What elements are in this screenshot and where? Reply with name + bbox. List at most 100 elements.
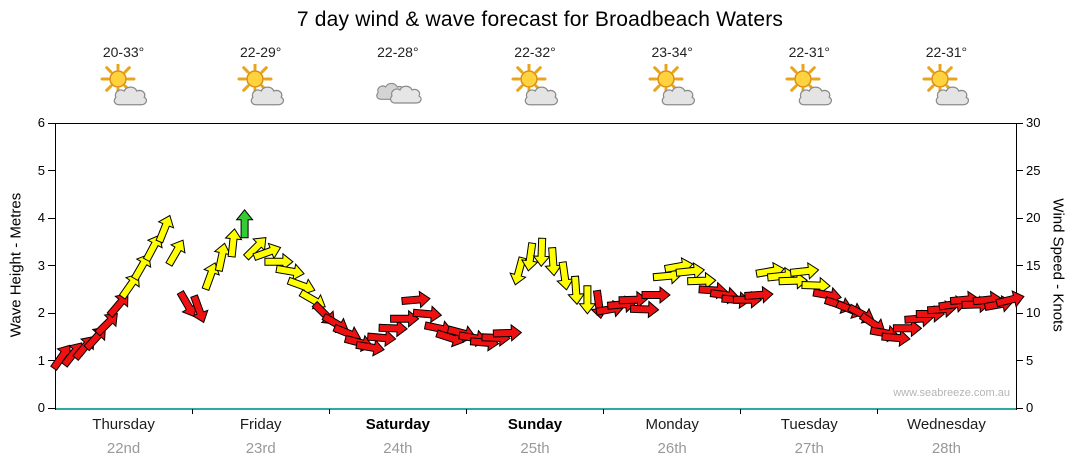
wind-arrow	[509, 256, 527, 286]
sun-ray	[671, 66, 679, 74]
wind-arrow	[520, 242, 539, 272]
wind-arrow	[390, 309, 420, 328]
day-name: Monday	[645, 416, 699, 433]
wind-arrows-layer	[50, 208, 1025, 371]
sun-ray	[927, 66, 935, 74]
watermark: www.seabreeze.com.au	[893, 387, 1010, 399]
right-tick-label: 0	[1026, 400, 1034, 415]
day-name: Wednesday	[906, 416, 986, 433]
day-date: 22nd	[106, 440, 141, 457]
sun-cloud-icon	[100, 61, 147, 106]
wind-arrow	[641, 285, 671, 305]
wind-arrow	[224, 228, 243, 258]
day-date: 24th	[383, 440, 413, 457]
sun-disc	[245, 70, 264, 88]
right-tick-mark	[1016, 265, 1023, 266]
sun-disc	[931, 70, 950, 88]
cloud-shape	[524, 86, 559, 106]
wind-arrow	[106, 293, 129, 319]
day-date: 27th	[794, 440, 824, 457]
temp-range: 23-34°	[651, 44, 693, 60]
page-title: 7 day wind & wave forecast for Broadbeac…	[296, 8, 784, 31]
cloud-shape	[389, 85, 422, 104]
x-axis-baseline	[56, 408, 1016, 410]
left-tick-mark	[48, 170, 55, 171]
sun-ray	[808, 66, 817, 74]
day-icon-wrap	[234, 61, 288, 110]
temp-range: 22-28°	[377, 44, 419, 60]
left-tick-label: 1	[37, 352, 45, 368]
left-tick-mark	[48, 360, 55, 361]
day-name: Thursday	[92, 416, 155, 433]
wind-arrow	[118, 273, 140, 300]
wind-arrow	[789, 261, 820, 280]
sun-ray	[260, 66, 268, 74]
sun-disc	[794, 70, 813, 88]
cloud-shape	[113, 86, 147, 106]
left-tick-mark	[48, 265, 55, 266]
left-tick-mark	[48, 122, 55, 124]
sun-ray	[653, 84, 661, 92]
temp-range: 22-32°	[514, 44, 556, 60]
sun-ray	[241, 84, 250, 92]
left-tick-label: 0	[37, 400, 45, 415]
right-tick-mark	[1016, 360, 1023, 361]
sun-ray	[104, 84, 112, 92]
clouds-icon	[376, 82, 422, 104]
wind-arrow	[235, 208, 254, 239]
cloud-shape	[799, 86, 833, 106]
sun-ray	[104, 66, 112, 74]
sun-cloud-icon	[237, 61, 284, 106]
wind-arrow	[578, 285, 597, 315]
left-tick-label: 5	[37, 162, 45, 178]
wind-arrow	[94, 313, 118, 337]
sun-disc	[108, 70, 127, 88]
temp-range: 22-29°	[240, 44, 282, 60]
day-date: 23rd	[245, 440, 276, 457]
left-tick-label: 4	[37, 210, 45, 225]
wind-arrow	[744, 285, 774, 304]
day-date: 26th	[657, 440, 687, 457]
day-name: Saturday	[365, 416, 430, 433]
left-tick-mark	[48, 407, 55, 409]
day-icon-wrap	[919, 61, 973, 110]
wind-arrow	[155, 214, 175, 244]
sun-ray	[123, 66, 131, 74]
wind-arrow	[995, 290, 1025, 308]
right-tick-mark	[1016, 122, 1023, 124]
sun-disc	[520, 70, 538, 88]
right-tick-label: 20	[1026, 210, 1041, 225]
temp-range: 22-31°	[788, 44, 830, 60]
day-icon-wrap	[371, 64, 425, 110]
wind-arrow	[165, 239, 186, 267]
left-tick-label: 6	[37, 115, 45, 130]
wind-arrow	[401, 290, 431, 309]
right-tick-label: 10	[1026, 305, 1041, 320]
temp-range: 20-33°	[102, 44, 145, 60]
sun-disc	[657, 70, 675, 88]
wind-arrow	[492, 323, 523, 342]
right-tick-mark	[1016, 170, 1023, 171]
wind-arrow	[130, 253, 152, 282]
sun-ray	[241, 66, 250, 74]
sun-cloud-icon	[785, 61, 833, 106]
day-name: Friday	[239, 416, 282, 433]
day-date: 28th	[931, 440, 962, 457]
day-name: Sunday	[507, 416, 563, 433]
day-name: Tuesday	[780, 416, 838, 433]
cloud-shape	[661, 86, 696, 106]
wind-arrow	[190, 294, 209, 324]
wind-arrow	[544, 246, 563, 277]
sun-ray	[516, 84, 524, 92]
left-tick-mark	[48, 312, 55, 314]
day-boundary-tick	[877, 409, 879, 414]
right-tick-mark	[1016, 407, 1023, 409]
temp-range: 22-31°	[925, 44, 968, 60]
left-tick-mark	[48, 217, 55, 219]
day-boundary-tick	[740, 409, 742, 414]
sun-cloud-icon	[511, 61, 559, 106]
plot-area: www.seabreeze.com.au	[50, 123, 1025, 410]
sun-ray	[516, 66, 524, 74]
wind-arrow	[142, 234, 163, 263]
